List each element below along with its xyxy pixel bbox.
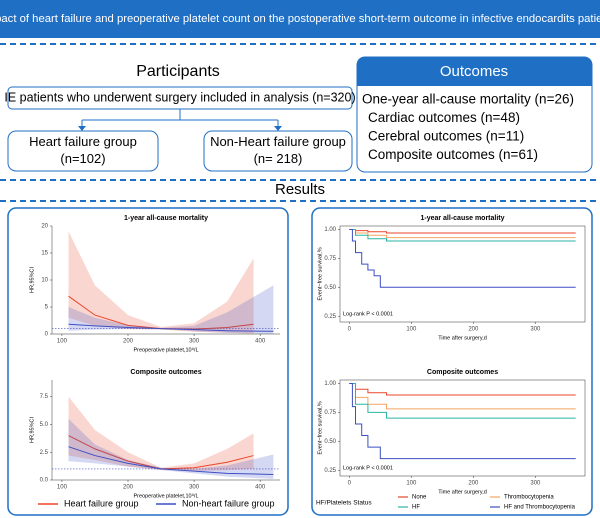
chart-title: Composite outcomes <box>130 369 201 376</box>
y-tick-label: 2.5 <box>40 450 49 456</box>
y-tick-label: 10 <box>41 278 48 284</box>
hr-line <box>68 446 274 475</box>
outcome-item: One-year all-cause mortality (n=26) <box>362 92 574 107</box>
x-tick-label: 100 <box>406 327 417 333</box>
x-tick-label: 0 <box>348 481 352 487</box>
x-tick-label: 300 <box>189 339 200 345</box>
y-tick-label: 7.5 <box>40 394 49 400</box>
ci-band <box>68 418 274 479</box>
survival-curve <box>349 382 576 460</box>
connector <box>81 109 279 129</box>
y-tick-label: 5 <box>45 305 49 311</box>
x-tick-label: 400 <box>255 485 266 491</box>
axis-label: Preoperative platelet,10⁹/L <box>133 492 198 499</box>
participants-heading: Participants <box>136 63 220 80</box>
x-tick-label: 300 <box>530 481 541 487</box>
x-tick-label: 100 <box>406 481 417 487</box>
y-tick-label: 0 <box>45 332 49 338</box>
outcomes-heading: Outcomes <box>440 63 508 80</box>
chart-title: Composite outcomes <box>427 369 498 376</box>
x-tick-label: 300 <box>189 485 200 491</box>
legend-label: Thrombocytopenia <box>504 495 554 501</box>
chart-title: 1-year all-cause mortality <box>124 215 208 222</box>
outcomes-header <box>357 57 592 86</box>
header-title: Impact of heart failure and preoperative… <box>0 13 600 25</box>
ci-band <box>68 396 254 472</box>
y-tick-label: 0.75 <box>324 256 336 262</box>
x-tick-label: 200 <box>123 485 134 491</box>
x-tick-label: 200 <box>468 481 479 487</box>
km-panel <box>311 207 593 516</box>
outcome-item: Cardiac outcomes (n=48) <box>368 110 520 125</box>
x-tick-label: 100 <box>57 339 68 345</box>
header-bar <box>0 0 600 38</box>
group-box <box>7 130 159 172</box>
results-heading: Results <box>275 181 325 198</box>
survival-curve <box>349 228 576 242</box>
legend-label: Non-heart failure group <box>182 498 275 508</box>
spline-panel <box>7 207 289 516</box>
arrowheads <box>78 126 282 131</box>
plot-frame <box>339 225 586 323</box>
group-text: Non-Heart failure group (n= 218) <box>210 134 346 166</box>
legend-label: HF and Thrombocytopenia <box>504 505 576 511</box>
group-box <box>203 130 353 172</box>
outcome-item: Cerebral outcomes (n=11) <box>368 129 524 144</box>
annotation: Log-rank P < 0.0001 <box>343 465 393 471</box>
ci-band <box>68 231 254 334</box>
axis-label: Event−free survival,% <box>317 401 323 454</box>
y-tick-label: 0.50 <box>324 439 336 445</box>
annotation: Log-rank P < 0.0001 <box>343 311 393 317</box>
axis-label: HR,95%CI <box>29 417 35 443</box>
chart-title: 1-year all-cause mortality <box>420 215 504 222</box>
group-text: Heart failure group (n=102) <box>29 134 137 166</box>
ci-band <box>68 285 274 334</box>
legend-label: HF <box>412 505 420 511</box>
axis-label: Event−free survival,% <box>317 247 323 300</box>
x-tick-label: 0 <box>348 327 352 333</box>
total-text: IE patients who underwent surgery includ… <box>4 90 355 104</box>
y-tick-label: 0.25 <box>324 314 336 320</box>
legend-label: None <box>412 495 427 501</box>
x-tick-label: 200 <box>123 339 134 345</box>
x-tick-label: 300 <box>530 327 541 333</box>
axis-label: HR,95%CI <box>29 267 35 293</box>
survival-curve <box>349 228 576 288</box>
y-tick-label: 15 <box>41 251 48 257</box>
y-tick-label: 1.00 <box>324 227 336 233</box>
y-tick-label: 0.50 <box>324 285 336 291</box>
y-tick-label: 1.00 <box>324 381 336 387</box>
plot-frame <box>339 379 586 477</box>
survival-curve <box>349 382 576 419</box>
hr-line <box>68 323 274 332</box>
y-tick-label: 0.0 <box>40 478 49 484</box>
axis-label: Preoperative platelet,10⁹/L <box>133 346 198 353</box>
legend-label: Heart failure group <box>64 498 139 508</box>
axis-label: Time after surgery,d <box>438 489 487 495</box>
y-tick-label: 0.25 <box>324 468 336 474</box>
outcome-item: Composite outcomes (n=61) <box>368 147 538 162</box>
x-tick-label: 100 <box>57 485 68 491</box>
y-tick-label: 20 <box>41 224 48 230</box>
y-tick-label: 0.75 <box>324 410 336 416</box>
legend-title: HF/Platelets Status <box>316 500 372 507</box>
x-tick-label: 200 <box>468 327 479 333</box>
x-tick-label: 400 <box>255 339 266 345</box>
y-tick-label: 5.0 <box>40 422 49 428</box>
axis-label: Time after surgery,d <box>438 335 487 341</box>
